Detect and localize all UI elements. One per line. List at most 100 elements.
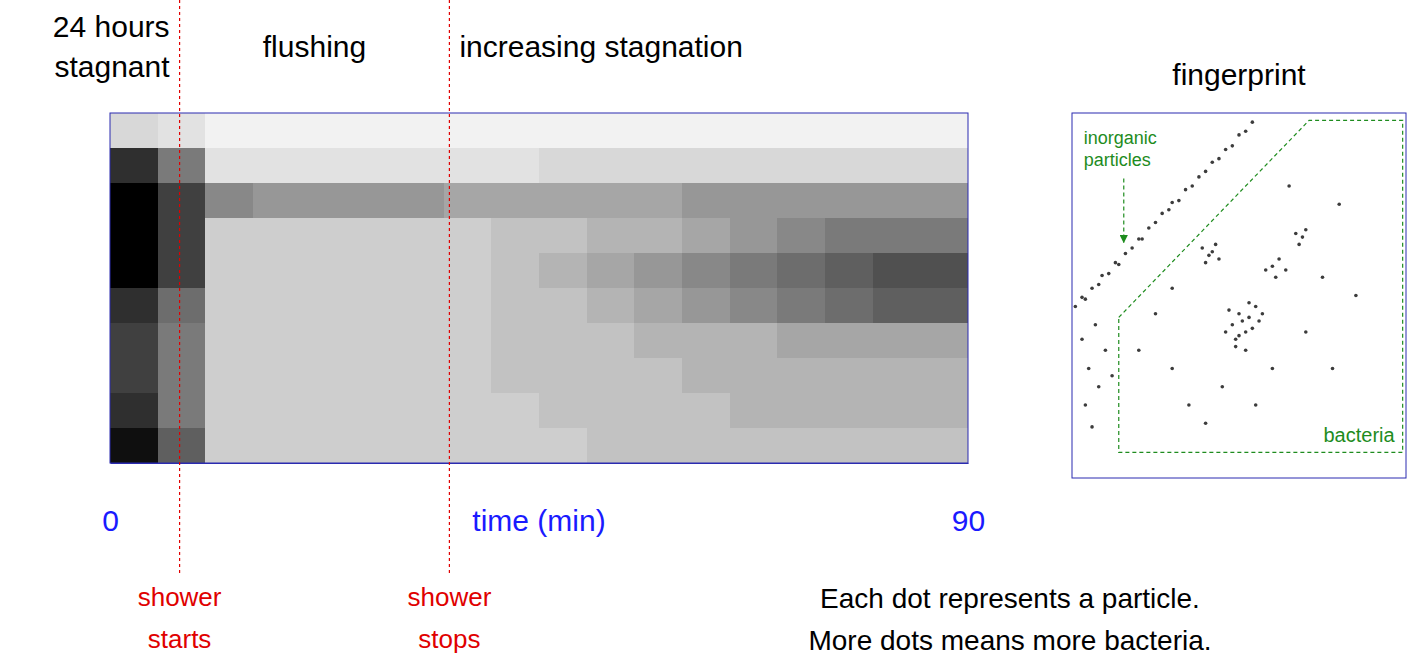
phase-label: flushing (263, 30, 366, 63)
particle-dot (1137, 348, 1141, 352)
particle-dot (1207, 254, 1211, 258)
particle-dot (1304, 330, 1308, 334)
particle-dot (1167, 208, 1171, 212)
particle-dot (1217, 157, 1221, 161)
particle-dot (1170, 286, 1174, 290)
particle-dot (1117, 263, 1121, 267)
heat-cell (730, 393, 778, 429)
heat-cell (110, 358, 158, 394)
heat-cell (587, 218, 635, 254)
particle-dot (1244, 129, 1248, 133)
particle-dot (1237, 312, 1241, 316)
heat-cell (491, 358, 539, 394)
heat-cell (873, 148, 921, 184)
heat-cell (444, 253, 492, 289)
heat-cell (873, 183, 921, 219)
heat-cell (205, 113, 253, 149)
phase-label: increasing stagnation (459, 30, 743, 63)
axis-line (111, 463, 969, 464)
particle-dot (1130, 246, 1134, 250)
particle-dot (1090, 425, 1094, 429)
heat-cell (444, 218, 492, 254)
heat-cell (825, 218, 873, 254)
particle-dot (1271, 367, 1275, 371)
heat-cell (539, 323, 587, 359)
heat-cell (301, 218, 349, 254)
heat-cell (348, 358, 396, 394)
heat-cell (253, 288, 301, 324)
particle-dot (1247, 301, 1251, 305)
particle-dot (1297, 243, 1301, 247)
heat-cell (253, 393, 301, 429)
heat-cell (110, 148, 158, 184)
x-axis: 0 90 (102, 463, 985, 537)
heat-cell (444, 358, 492, 394)
heat-cell (444, 393, 492, 429)
heat-cell (634, 148, 682, 184)
text-line: flushing (263, 30, 366, 63)
heat-cell (920, 323, 968, 359)
particle-dot (1237, 334, 1241, 338)
text-line: starts (148, 624, 212, 654)
particle-dot (1184, 188, 1188, 192)
particle-dot (1301, 235, 1305, 239)
heat-cell (396, 323, 444, 359)
heat-cell (348, 428, 396, 463)
heat-cell (920, 253, 968, 289)
chart-title: fingerprint (1172, 58, 1306, 91)
heat-cell (205, 428, 253, 463)
heat-cell (730, 183, 778, 219)
heat-cell (873, 218, 921, 254)
heat-cell (682, 183, 730, 219)
particle-dot (1097, 283, 1101, 287)
particle-dot (1154, 221, 1158, 225)
heat-cell (634, 323, 682, 359)
heat-cell (158, 253, 206, 289)
heat-cell (348, 113, 396, 149)
particle-dot (1147, 226, 1151, 230)
event-label: showerstarts (138, 582, 222, 654)
heat-cell (587, 253, 635, 289)
heat-cell (348, 183, 396, 219)
heat-cell (396, 288, 444, 324)
heat-cell (205, 148, 253, 184)
heat-cell (634, 113, 682, 149)
heat-cell (444, 183, 492, 219)
heat-cell (587, 358, 635, 394)
heat-cell (587, 288, 635, 324)
heat-cell (158, 323, 206, 359)
x-tick-label: 90 (952, 504, 985, 537)
x-tick: 90 (952, 463, 985, 537)
heat-cell (110, 393, 158, 429)
particle-dot (1080, 296, 1084, 300)
particle-dot (1197, 175, 1201, 179)
x-tick-label: 0 (102, 504, 119, 537)
heat-cell (777, 323, 825, 359)
heat-cell (682, 323, 730, 359)
heat-cell (539, 393, 587, 429)
text-line: particles (1084, 150, 1151, 170)
particle-dot (1287, 184, 1291, 188)
heat-cell (205, 323, 253, 359)
particle-dot (1107, 272, 1111, 276)
heat-cell (825, 148, 873, 184)
heat-cell (873, 358, 921, 394)
heat-cell (491, 218, 539, 254)
heatmap-cells (110, 113, 968, 463)
heat-cell (348, 288, 396, 324)
heat-cell (682, 358, 730, 394)
text-line: inorganic (1084, 128, 1157, 148)
event-line (179, 0, 180, 576)
heat-cell (158, 218, 206, 254)
heat-cell (301, 148, 349, 184)
text-line: 24 hours (53, 10, 170, 43)
heat-cell (301, 393, 349, 429)
heat-cell (587, 148, 635, 184)
particle-dot (1224, 330, 1228, 334)
heat-cell (491, 323, 539, 359)
event-label: showerstops (407, 582, 491, 654)
heat-cell (682, 428, 730, 463)
heat-cell (730, 253, 778, 289)
particle-dot (1227, 308, 1231, 312)
particle-dot (1234, 338, 1238, 342)
